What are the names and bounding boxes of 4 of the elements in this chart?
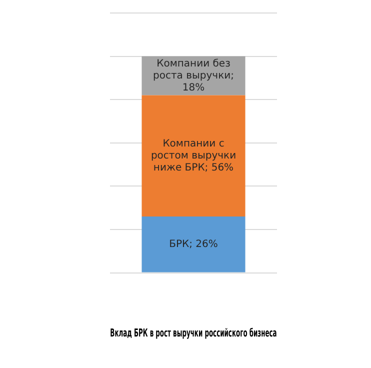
data-label: Компании с ростом выручки ниже БРК; 56% xyxy=(150,138,236,174)
text: Вклад БРК в рост выручки российского бизнеса xyxy=(110,328,277,340)
data-label: БРК; 26% xyxy=(169,239,218,250)
data-label: Компании без роста выручки; 18% xyxy=(153,58,234,94)
